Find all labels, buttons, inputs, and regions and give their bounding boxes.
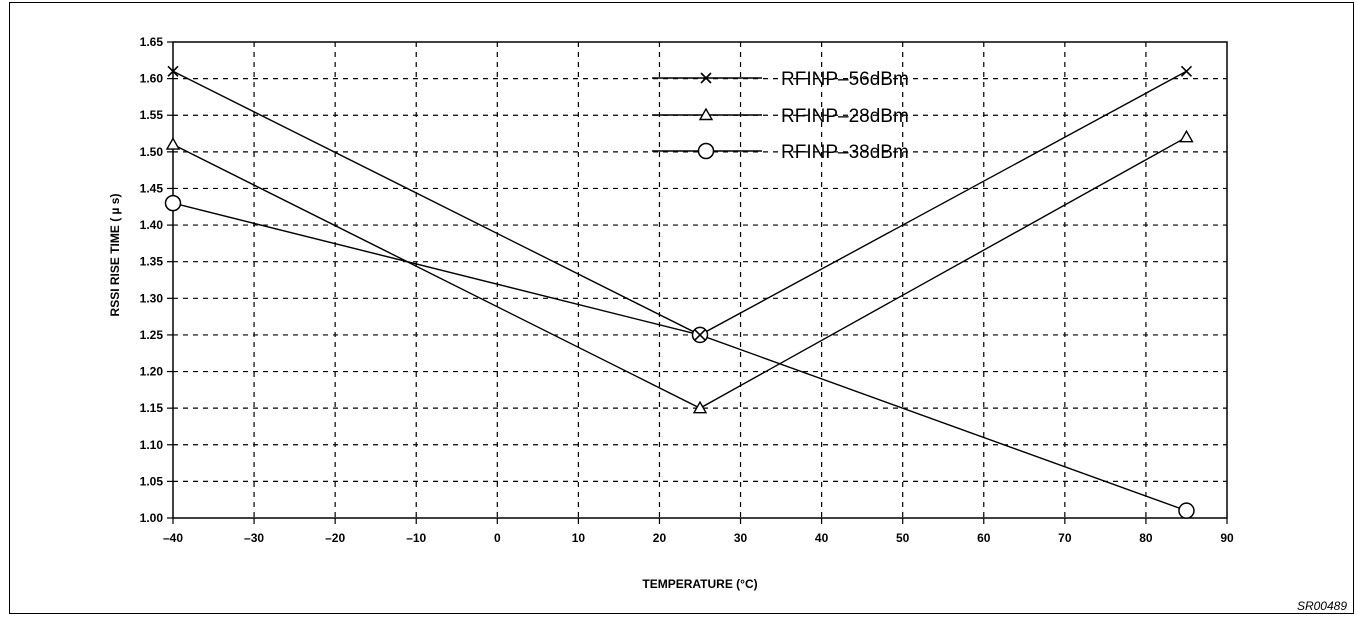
x-tick-label: 40 [815, 531, 829, 545]
data-point-triangle [1179, 129, 1194, 143]
series-line-x [172, 70, 1187, 336]
legend-label: RFINP–28dBm [781, 106, 909, 127]
series-line-triangle [172, 136, 1187, 409]
x-tick-label: –30 [244, 531, 264, 545]
data-point-circle [164, 194, 182, 212]
y-tick-label: 1.50 [140, 145, 164, 159]
series-line-circle [172, 202, 1187, 512]
data-point-circle [1178, 502, 1195, 519]
x-tick-label: 60 [977, 531, 991, 545]
y-tick-label: 1.05 [140, 474, 164, 488]
y-tick-label: 1.20 [140, 365, 164, 379]
legend-label: RFINP–38dBm [781, 142, 909, 163]
legend-label: RFINP–56dBm [781, 69, 909, 90]
y-tick-label: 1.00 [140, 511, 164, 525]
data-point-x [167, 65, 179, 77]
x-tick-label: –10 [406, 531, 426, 545]
series-layer [164, 65, 1195, 519]
y-tick-label: 1.40 [140, 218, 164, 232]
legend: RFINP–56dBm RFINP–28dBm RFINP–38dBm [652, 69, 909, 163]
y-axis-title: RSSI RISE TIME ( µ s) [108, 194, 122, 317]
y-tick-label: 1.30 [140, 291, 164, 305]
axis-ticks: –40 –30 –20 –10 0 10 20 30 40 50 60 70 80 90 1.00 1.05 1… [140, 35, 1234, 545]
x-tick-label: 50 [896, 531, 910, 545]
x-tick-label: 90 [1220, 531, 1234, 545]
x-tick-label: 0 [494, 531, 501, 545]
y-tick-label: 1.65 [140, 35, 164, 49]
x-tick-label: 20 [653, 531, 667, 545]
y-tick-label: 1.10 [140, 438, 164, 452]
y-tick-label: 1.25 [140, 328, 164, 342]
y-tick-label: 1.60 [140, 72, 164, 86]
data-point-x [694, 329, 706, 341]
data-point-triangle [692, 400, 708, 414]
legend-marker-x [700, 72, 712, 84]
x-tick-label: 70 [1058, 531, 1072, 545]
figure-code: SR00489 [1297, 599, 1347, 613]
x-axis-title: TEMPERATURE (°C) [642, 577, 757, 591]
y-tick-label: 1.55 [140, 108, 164, 122]
plot-area-border [172, 41, 1228, 519]
y-tick-label: 1.35 [140, 255, 164, 269]
y-tick-label: 1.15 [140, 401, 164, 415]
x-tick-label: 30 [734, 531, 748, 545]
x-tick-label: –40 [163, 531, 183, 545]
x-tick-label: 10 [572, 531, 586, 545]
legend-marker-triangle [698, 107, 714, 121]
grid [173, 42, 1227, 518]
figure-frame [9, 2, 1354, 614]
x-tick-label: –20 [325, 531, 345, 545]
data-point-x [1180, 65, 1193, 77]
legend-marker-circle [697, 142, 715, 160]
y-tick-label: 1.45 [140, 181, 164, 195]
x-tick-label: 80 [1139, 531, 1153, 545]
data-point-triangle [165, 137, 181, 150]
